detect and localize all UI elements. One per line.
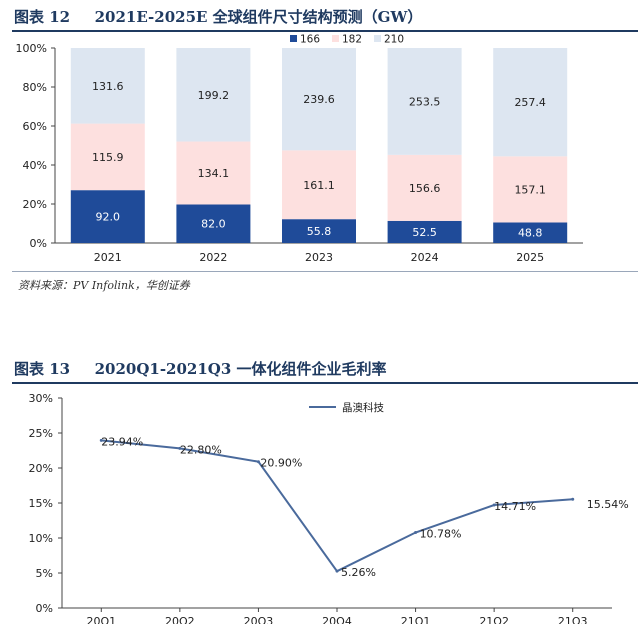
bar-segment-166: [493, 222, 568, 243]
data-label-166: 52.5: [412, 226, 437, 239]
data-label: 5.26%: [341, 566, 376, 579]
data-point: [335, 569, 339, 573]
y-tick-label: 40%: [23, 159, 47, 172]
x-tick-label: 20Q4: [322, 615, 352, 624]
data-label-210: 257.4: [514, 96, 546, 109]
bar-segment-182: [387, 154, 462, 221]
x-tick-label: 21Q2: [479, 615, 509, 624]
data-label-182: 161.1: [303, 179, 335, 192]
data-label-210: 131.6: [92, 80, 124, 93]
y-tick-label: 80%: [23, 81, 47, 94]
data-point: [414, 531, 418, 535]
data-point: [492, 503, 496, 507]
figure-13-title: 图表 13 2020Q1-2021Q3 一体化组件企业毛利率: [14, 358, 387, 379]
bar-segment-182: [70, 123, 145, 191]
y-tick-label: 20%: [29, 462, 53, 475]
data-label-182: 157.1: [514, 183, 546, 196]
bar-segment-210: [282, 48, 356, 151]
bar-segment-182: [493, 156, 568, 223]
legend-label-166: 166: [300, 34, 320, 46]
y-tick-label: 10%: [29, 532, 53, 545]
y-tick-label: 60%: [23, 120, 47, 133]
bar-segment-210: [387, 48, 462, 155]
bar-segment-182: [282, 150, 356, 220]
data-label-166: 82.0: [201, 218, 226, 231]
y-tick-label: 0%: [36, 602, 53, 615]
y-tick-label: 0%: [30, 237, 47, 250]
legend-label-182: 182: [342, 34, 362, 46]
legend-label-210: 210: [384, 34, 404, 46]
data-point: [178, 446, 182, 450]
bar-segment-182: [176, 141, 251, 205]
x-tick-label: 20Q3: [244, 615, 274, 624]
bar-segment-210: [493, 48, 568, 157]
y-tick-label: 25%: [29, 427, 53, 440]
figure-13-rule: [12, 382, 638, 384]
bar-segment-166: [176, 204, 251, 243]
bar-segment-166: [282, 219, 356, 243]
bar-segment-210: [70, 48, 145, 124]
data-label-210: 199.2: [198, 89, 230, 102]
x-tick-label: 2025: [516, 251, 544, 264]
figure-12-title-text: 2021E-2025E 全球组件尺寸结构预测（GW）: [94, 8, 423, 26]
bar-segment-210: [176, 48, 251, 142]
legend-swatch-210: [374, 35, 381, 42]
figure-13-title-text: 2020Q1-2021Q3 一体化组件企业毛利率: [94, 360, 387, 378]
data-label-166: 92.0: [96, 211, 121, 224]
figure-12-label: 图表 12: [14, 8, 71, 26]
x-tick-label: 21Q1: [401, 615, 431, 624]
x-tick-label: 2022: [199, 251, 227, 264]
data-label: 10.78%: [420, 528, 462, 541]
x-tick-label: 2023: [305, 251, 333, 264]
data-label: 22.80%: [180, 443, 222, 456]
x-tick-label: 2024: [411, 251, 439, 264]
y-tick-label: 15%: [29, 497, 53, 510]
data-label-166: 55.8: [307, 225, 332, 238]
legend-label: 晶澳科技: [342, 401, 384, 414]
x-tick-label: 20Q1: [86, 615, 116, 624]
figure-12-rule: [12, 30, 638, 32]
data-point: [571, 497, 575, 501]
y-tick-label: 20%: [23, 198, 47, 211]
figure-13-label: 图表 13: [14, 360, 71, 378]
data-point: [256, 460, 260, 464]
data-label: 15.54%: [587, 498, 629, 511]
data-label-182: 156.6: [409, 182, 441, 195]
legend-swatch-166: [290, 35, 297, 42]
legend-swatch-182: [332, 35, 339, 42]
data-label-182: 134.1: [198, 167, 230, 180]
x-tick-label: 21Q3: [558, 615, 588, 624]
data-label-182: 115.9: [92, 151, 124, 164]
bar-segment-166: [70, 190, 145, 243]
data-label-210: 239.6: [303, 93, 335, 106]
y-tick-label: 30%: [29, 392, 53, 405]
data-label-166: 48.8: [518, 227, 543, 240]
data-label-210: 253.5: [409, 95, 441, 108]
stacked-bar-chart: 0% 20% 40% 60% 80% 100% 92.0 115.9 131.6 2021 82.0…: [16, 34, 583, 264]
data-label: 20.90%: [260, 457, 302, 470]
y-tick-label: 5%: [36, 567, 53, 580]
source-note: 资料来源：PV Infolink，华创证券: [18, 279, 190, 292]
data-point: [99, 438, 103, 442]
data-label: 14.71%: [494, 500, 536, 513]
bar-segment-166: [387, 220, 462, 243]
figure-12-bottom-rule: [12, 271, 638, 272]
data-label: 23.94%: [101, 435, 143, 448]
figure-12-title: 图表 12 2021E-2025E 全球组件尺寸结构预测（GW）: [14, 6, 422, 27]
line-chart: 0% 5% 10% 15% 20% 25% 30% 20Q1 20Q2 20Q3 20Q4 21Q1 2…: [29, 392, 629, 624]
x-tick-label: 20Q2: [165, 615, 195, 624]
y-tick-label: 100%: [16, 42, 47, 55]
x-tick-label: 2021: [94, 251, 122, 264]
